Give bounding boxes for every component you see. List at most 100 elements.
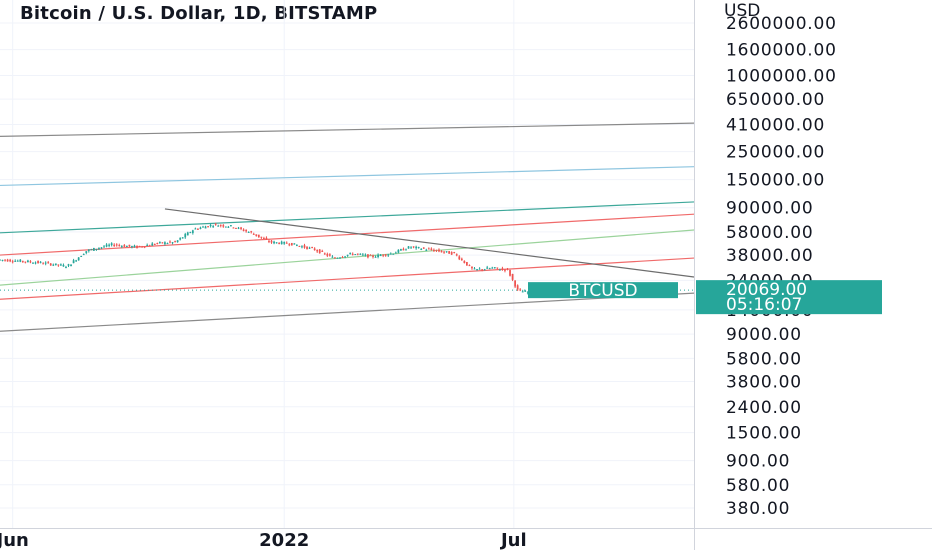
candle-body: [275, 242, 278, 244]
trend-line-1[interactable]: [0, 166, 695, 187]
candle-body: [460, 258, 463, 261]
y-tick-label: 38000.00: [726, 246, 814, 266]
candle-body: [197, 228, 199, 230]
candle-body: [54, 263, 57, 266]
candle-body: [151, 243, 154, 246]
candle-body: [141, 246, 143, 248]
candle-body: [191, 230, 194, 233]
candle-body: [354, 254, 357, 256]
candle-body: [82, 254, 85, 256]
candle-body: [98, 248, 100, 250]
trend-line-5[interactable]: [0, 257, 695, 300]
price-badge-text: 20069.00: [726, 280, 807, 300]
candle-body: [245, 229, 248, 232]
candle-body: [491, 267, 494, 269]
y-tick-label: 1500.00: [726, 424, 802, 444]
candle-body: [443, 251, 445, 253]
candle-body: [506, 268, 509, 270]
candle-body: [486, 267, 489, 269]
candle-body: [389, 253, 392, 255]
candle-body: [311, 247, 313, 249]
candle-body: [351, 253, 354, 255]
candle-body: [230, 225, 232, 227]
candle-body: [321, 250, 324, 252]
candle-body: [214, 223, 217, 225]
candle-body: [435, 249, 438, 251]
candle-body: [209, 224, 212, 227]
candle-body: [476, 269, 478, 271]
y-tick-label: 2600000.00: [726, 14, 837, 34]
candle-body: [493, 267, 496, 269]
candle-body: [16, 260, 19, 262]
candle-body: [379, 255, 382, 257]
candle-body: [290, 242, 293, 246]
candle-body: [4, 259, 6, 261]
candle-body: [372, 255, 374, 257]
y-tick-label: 1000000.00: [726, 66, 837, 86]
candle-body: [273, 241, 275, 244]
candle-body: [468, 265, 471, 267]
candle-body: [405, 249, 407, 251]
candle-body: [179, 238, 182, 240]
trend-line-3[interactable]: [0, 213, 695, 256]
candle-body: [488, 268, 491, 270]
candle-body: [252, 233, 255, 235]
candle-body: [247, 231, 250, 233]
candle-body: [164, 242, 166, 245]
candle-body: [49, 263, 52, 266]
candle-body: [417, 247, 420, 249]
candle-body: [57, 264, 60, 266]
trend-line-4[interactable]: [0, 229, 695, 286]
y-tick-label: 380.00: [726, 499, 790, 519]
candle-body: [341, 257, 344, 259]
trend-line-0[interactable]: [0, 122, 695, 137]
candle-body: [0, 259, 1, 261]
candle-body: [217, 225, 220, 227]
trend-line-2[interactable]: [0, 201, 695, 234]
candle-body: [263, 238, 265, 240]
candle-body: [504, 269, 506, 271]
candle-body: [62, 264, 65, 267]
candle-body: [318, 249, 321, 254]
candle-body: [283, 241, 286, 244]
candle-body: [181, 237, 184, 239]
candle-body: [204, 226, 207, 229]
trend-line-6[interactable]: [0, 292, 695, 332]
candle-body: [334, 257, 336, 259]
x-tick-label: Jun: [0, 530, 29, 550]
candle-body: [471, 266, 473, 269]
candle-body: [47, 262, 50, 264]
candle-body: [394, 252, 397, 254]
candle-body: [453, 252, 456, 254]
candle-body: [313, 248, 316, 251]
trend-line-7[interactable]: [164, 208, 695, 278]
price-badge: [696, 280, 882, 315]
candle-body: [105, 244, 108, 247]
candle-body: [496, 267, 499, 269]
y-tick-label: 5800.00: [726, 349, 802, 369]
candle-body: [288, 244, 291, 246]
candle-body: [303, 245, 306, 248]
y-axis-unit-label: USD: [724, 1, 760, 21]
candle-body: [37, 261, 39, 263]
candle-body: [369, 254, 372, 256]
candle-body: [473, 268, 476, 270]
candle-body: [295, 245, 298, 247]
candle-body: [270, 240, 273, 243]
candle-body: [344, 256, 346, 258]
candle-body: [384, 254, 387, 256]
candle-body: [240, 227, 242, 229]
candle-body: [265, 237, 268, 240]
y-tick-label: 9000.00: [726, 325, 802, 345]
candle-body: [156, 243, 159, 245]
candle-body: [422, 247, 425, 249]
candle-body: [346, 254, 349, 256]
candle-body: [260, 236, 263, 238]
y-tick-label: 3800.00: [726, 373, 802, 393]
candle-body: [146, 244, 149, 246]
candle-body: [331, 256, 334, 258]
candle-body: [402, 248, 405, 251]
candle-body: [450, 252, 453, 255]
